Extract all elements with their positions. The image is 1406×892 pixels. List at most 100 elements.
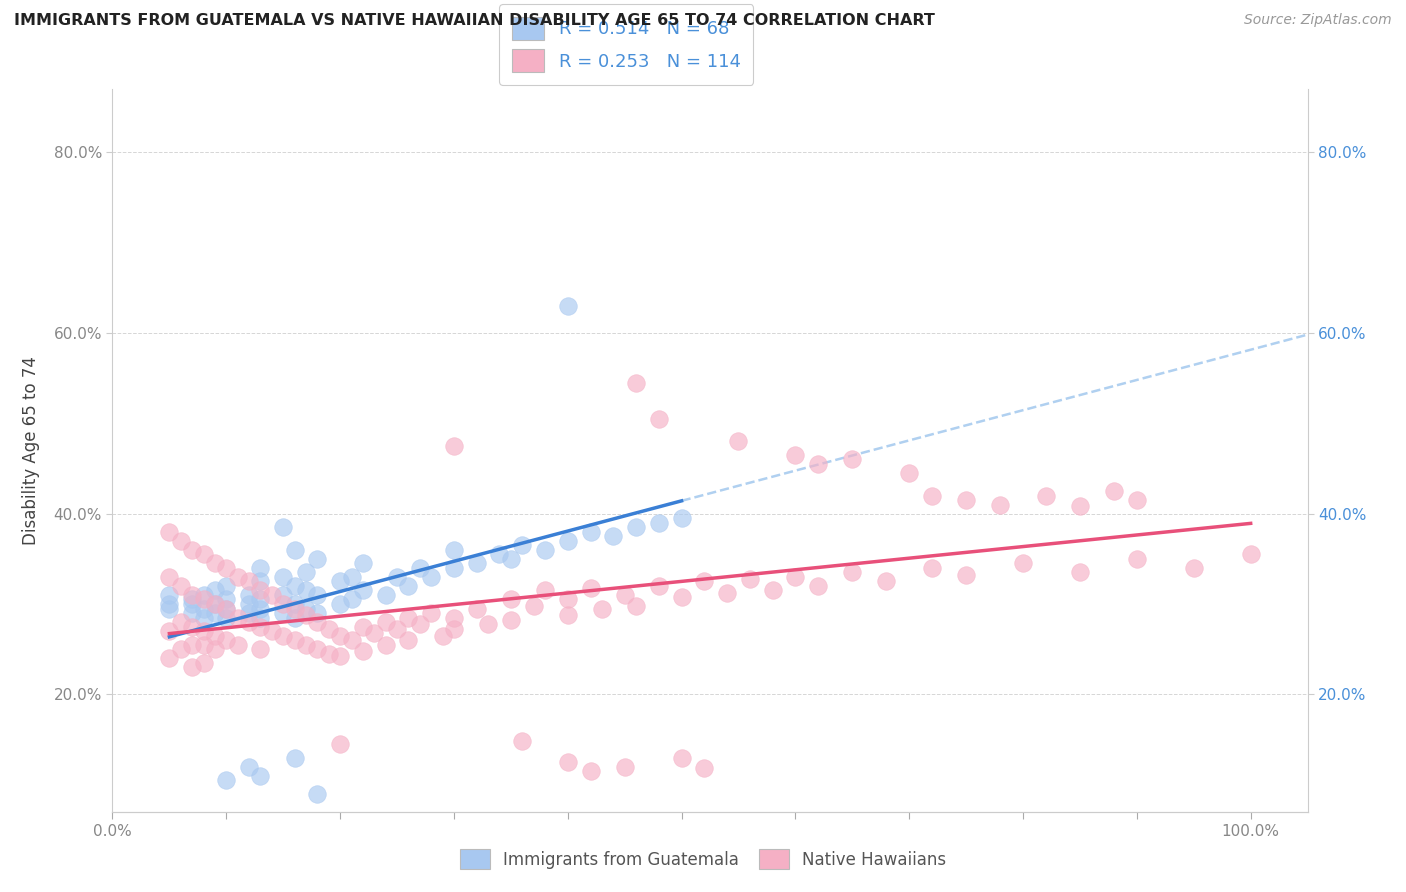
Point xyxy=(385,570,408,584)
Point xyxy=(307,787,329,801)
Legend: Immigrants from Guatemala, Native Hawaiians: Immigrants from Guatemala, Native Hawaii… xyxy=(450,838,956,880)
Point xyxy=(374,615,396,629)
Point xyxy=(204,597,226,611)
Point xyxy=(510,734,533,748)
Point xyxy=(841,566,863,580)
Point xyxy=(238,615,260,629)
Point xyxy=(443,561,465,575)
Point xyxy=(443,439,465,453)
Point xyxy=(271,629,294,643)
Point xyxy=(807,457,830,471)
Point xyxy=(1126,551,1149,566)
Point xyxy=(249,769,271,783)
Point xyxy=(204,606,226,620)
Point xyxy=(340,570,363,584)
Point xyxy=(329,737,352,751)
Point xyxy=(204,597,226,611)
Point xyxy=(193,656,215,670)
Point xyxy=(579,581,602,595)
Point xyxy=(716,586,738,600)
Point xyxy=(420,606,443,620)
Point xyxy=(181,606,204,620)
Point xyxy=(295,601,318,615)
Point xyxy=(648,516,671,530)
Point xyxy=(841,452,863,467)
Point xyxy=(157,651,180,665)
Point xyxy=(215,601,238,615)
Point xyxy=(307,606,329,620)
Point xyxy=(409,616,432,631)
Point xyxy=(284,597,307,611)
Point xyxy=(271,520,294,534)
Point xyxy=(181,588,204,602)
Point xyxy=(157,570,180,584)
Point xyxy=(693,761,716,775)
Point xyxy=(181,592,204,607)
Point xyxy=(443,622,465,636)
Point xyxy=(534,542,557,557)
Point xyxy=(955,493,977,508)
Point xyxy=(193,588,215,602)
Point xyxy=(396,579,419,593)
Point xyxy=(226,638,249,652)
Point xyxy=(534,583,557,598)
Point xyxy=(215,592,238,607)
Point xyxy=(1035,489,1057,503)
Point xyxy=(385,622,408,636)
Point xyxy=(579,524,602,539)
Point xyxy=(157,597,180,611)
Point xyxy=(465,601,488,615)
Point xyxy=(215,633,238,648)
Point xyxy=(671,590,693,604)
Point xyxy=(204,583,226,598)
Point xyxy=(921,489,943,503)
Point xyxy=(260,624,283,639)
Point xyxy=(329,629,352,643)
Point xyxy=(352,557,374,571)
Point xyxy=(374,638,396,652)
Point xyxy=(249,574,271,589)
Point xyxy=(1102,484,1125,499)
Point xyxy=(170,579,193,593)
Point xyxy=(329,649,352,664)
Point xyxy=(284,633,307,648)
Point xyxy=(226,610,249,624)
Point xyxy=(215,579,238,593)
Point xyxy=(238,759,260,773)
Point xyxy=(1240,547,1263,561)
Point xyxy=(204,557,226,571)
Point xyxy=(671,750,693,764)
Point xyxy=(762,583,785,598)
Point xyxy=(181,638,204,652)
Point xyxy=(157,601,180,615)
Point xyxy=(307,551,329,566)
Point xyxy=(249,583,271,598)
Point xyxy=(329,597,352,611)
Point xyxy=(215,773,238,788)
Point xyxy=(420,570,443,584)
Point xyxy=(271,606,294,620)
Point xyxy=(193,547,215,561)
Point xyxy=(396,633,419,648)
Point xyxy=(374,588,396,602)
Point xyxy=(249,601,271,615)
Point xyxy=(785,448,807,462)
Point xyxy=(284,601,307,615)
Point xyxy=(1012,557,1035,571)
Point xyxy=(170,533,193,548)
Point xyxy=(465,557,488,571)
Point xyxy=(557,592,579,607)
Text: Source: ZipAtlas.com: Source: ZipAtlas.com xyxy=(1244,13,1392,28)
Point xyxy=(352,619,374,633)
Point xyxy=(352,644,374,658)
Point xyxy=(157,524,180,539)
Point xyxy=(318,647,340,661)
Point xyxy=(226,570,249,584)
Point xyxy=(613,759,636,773)
Point xyxy=(898,466,921,480)
Point xyxy=(271,588,294,602)
Point xyxy=(955,568,977,582)
Point xyxy=(727,434,749,449)
Point xyxy=(499,551,522,566)
Point xyxy=(921,561,943,575)
